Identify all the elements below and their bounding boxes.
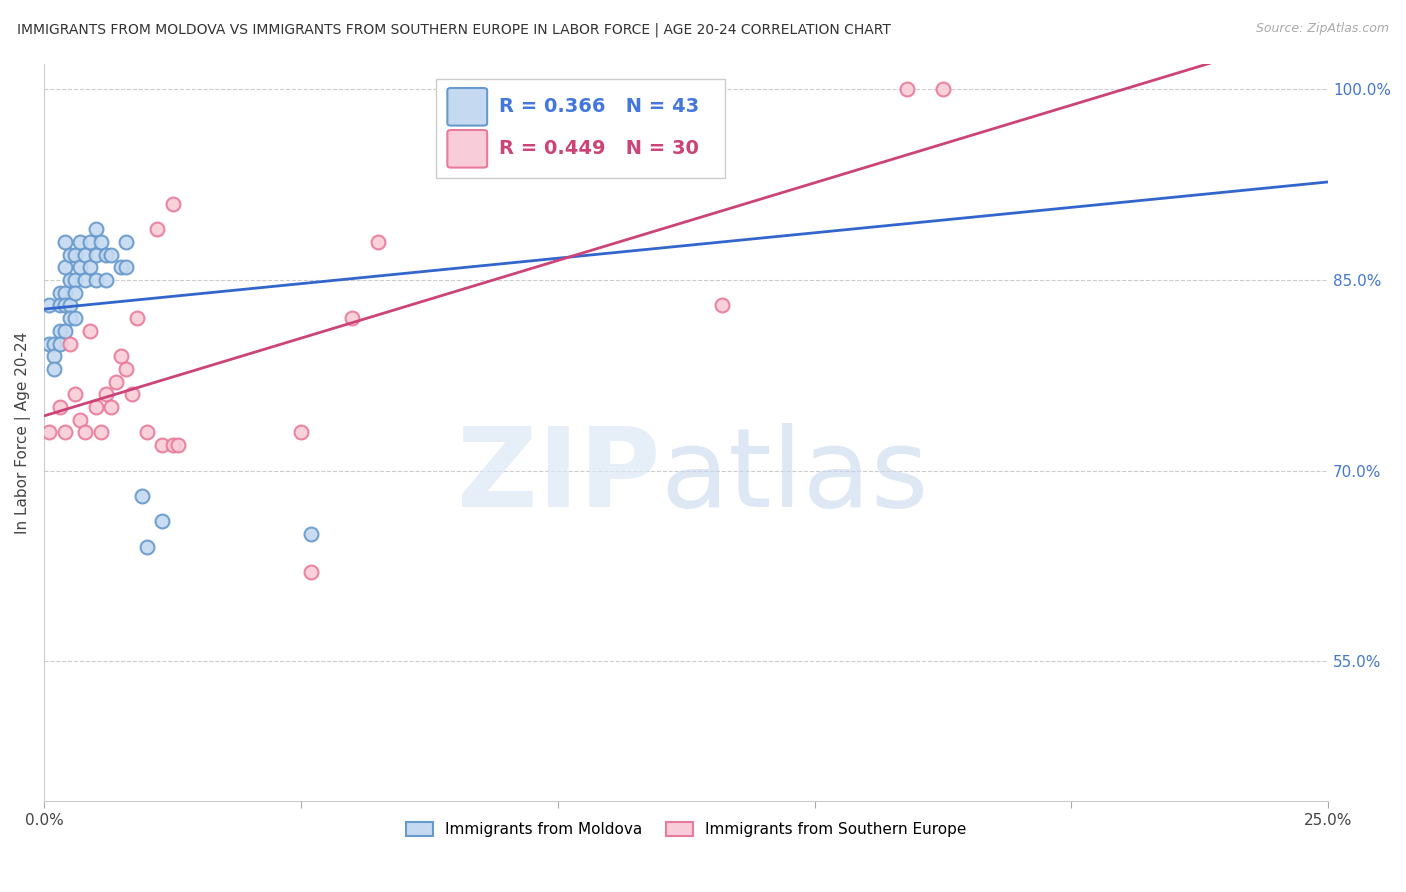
Point — [84, 400, 107, 414]
Point — [115, 362, 138, 376]
Point — [53, 324, 76, 338]
Point — [162, 196, 184, 211]
Point — [69, 260, 91, 275]
Point — [59, 247, 82, 261]
Point — [94, 273, 117, 287]
Point — [100, 247, 122, 261]
Point — [342, 311, 364, 326]
Point — [711, 298, 734, 312]
Point — [59, 298, 82, 312]
Point — [79, 324, 101, 338]
Point — [613, 82, 636, 96]
Point — [48, 285, 70, 300]
Point — [59, 336, 82, 351]
Text: R = 0.449   N = 30: R = 0.449 N = 30 — [499, 139, 699, 158]
Point — [299, 565, 322, 579]
Point — [63, 387, 86, 401]
Point — [79, 260, 101, 275]
Point — [135, 540, 157, 554]
Point — [79, 235, 101, 249]
Point — [75, 273, 97, 287]
Point — [94, 247, 117, 261]
Point — [94, 387, 117, 401]
Point — [48, 336, 70, 351]
Point — [63, 273, 86, 287]
Point — [166, 438, 188, 452]
Point — [59, 273, 82, 287]
FancyBboxPatch shape — [447, 88, 486, 126]
Point — [290, 425, 312, 440]
Point — [121, 387, 143, 401]
Point — [44, 362, 66, 376]
Point — [115, 235, 138, 249]
Point — [90, 235, 112, 249]
Point — [53, 298, 76, 312]
Point — [53, 260, 76, 275]
Point — [150, 438, 173, 452]
Point — [299, 527, 322, 541]
Text: R = 0.366   N = 43: R = 0.366 N = 43 — [499, 97, 699, 116]
Point — [44, 336, 66, 351]
Point — [48, 298, 70, 312]
Point — [115, 260, 138, 275]
Point — [38, 298, 60, 312]
Point — [84, 273, 107, 287]
Point — [125, 311, 148, 326]
Point — [135, 425, 157, 440]
FancyBboxPatch shape — [447, 130, 486, 168]
Text: Source: ZipAtlas.com: Source: ZipAtlas.com — [1256, 22, 1389, 36]
Legend: Immigrants from Moldova, Immigrants from Southern Europe: Immigrants from Moldova, Immigrants from… — [398, 814, 974, 845]
Point — [38, 425, 60, 440]
Point — [38, 336, 60, 351]
FancyBboxPatch shape — [436, 78, 724, 178]
Point — [131, 489, 153, 503]
Point — [48, 400, 70, 414]
Point — [84, 222, 107, 236]
Point — [932, 82, 955, 96]
Point — [84, 247, 107, 261]
Point — [75, 247, 97, 261]
Point — [48, 324, 70, 338]
Text: atlas: atlas — [661, 423, 929, 530]
Point — [53, 235, 76, 249]
Point — [100, 400, 122, 414]
Point — [367, 235, 389, 249]
Point — [110, 349, 132, 363]
Point — [90, 425, 112, 440]
Point — [75, 425, 97, 440]
Text: IMMIGRANTS FROM MOLDOVA VS IMMIGRANTS FROM SOUTHERN EUROPE IN LABOR FORCE | AGE : IMMIGRANTS FROM MOLDOVA VS IMMIGRANTS FR… — [17, 22, 891, 37]
Y-axis label: In Labor Force | Age 20-24: In Labor Force | Age 20-24 — [15, 331, 31, 533]
Point — [69, 413, 91, 427]
Point — [59, 311, 82, 326]
Point — [69, 235, 91, 249]
Point — [896, 82, 918, 96]
Point — [53, 425, 76, 440]
Point — [150, 515, 173, 529]
Point — [63, 247, 86, 261]
Point — [105, 375, 128, 389]
Text: ZIP: ZIP — [457, 423, 661, 530]
Point — [44, 349, 66, 363]
Point — [63, 285, 86, 300]
Point — [146, 222, 169, 236]
Point — [63, 311, 86, 326]
Point — [162, 438, 184, 452]
Point — [53, 285, 76, 300]
Point — [110, 260, 132, 275]
